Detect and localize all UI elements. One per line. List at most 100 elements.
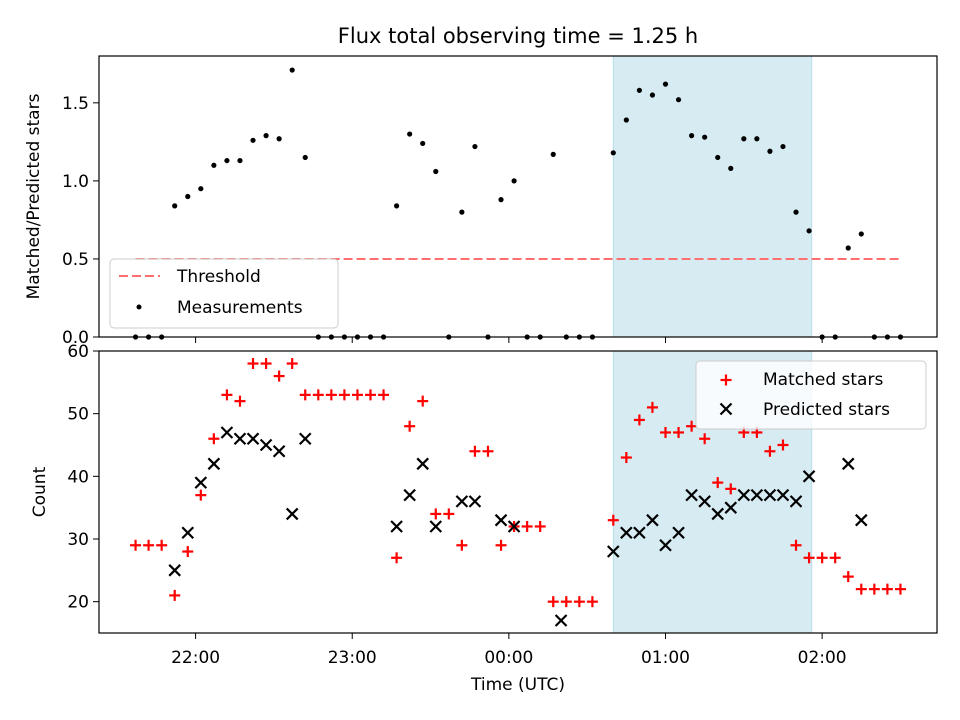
bottom-x-ticks: 22:00 23:00 00:00 01:00 02:00 bbox=[171, 633, 847, 668]
measurement-point bbox=[649, 92, 656, 98]
x-b bbox=[698, 495, 711, 508]
legend-x-marker bbox=[719, 402, 733, 416]
predicted-point bbox=[390, 520, 403, 533]
legend-predicted-label: Predicted stars bbox=[763, 400, 890, 420]
measurement-point bbox=[636, 87, 642, 93]
matched-point bbox=[195, 489, 207, 501]
predicted-point bbox=[220, 426, 234, 439]
x-tick-label: 00:00 bbox=[484, 648, 533, 668]
predicted-point bbox=[455, 495, 469, 508]
x-b bbox=[416, 457, 429, 471]
predicted-point bbox=[233, 432, 247, 446]
matched-point bbox=[482, 445, 494, 457]
measurement-point bbox=[420, 140, 426, 147]
x-b bbox=[194, 476, 208, 489]
bottom-legend-box bbox=[695, 360, 927, 430]
matched-point bbox=[404, 420, 416, 432]
matched-point bbox=[469, 445, 481, 457]
measurement-point bbox=[780, 143, 786, 150]
predicted-point bbox=[620, 526, 633, 540]
matched-point bbox=[607, 514, 619, 526]
matched-point bbox=[790, 539, 802, 551]
bottom-y-axis-label: Count bbox=[30, 466, 50, 517]
matched-point bbox=[881, 583, 893, 595]
x-b bbox=[789, 495, 803, 508]
top-axes-frame bbox=[98, 55, 938, 338]
measurement-point bbox=[610, 150, 616, 156]
x-b bbox=[855, 513, 868, 527]
x-b bbox=[685, 488, 698, 502]
matched-point bbox=[247, 358, 259, 370]
predicted-point bbox=[711, 507, 724, 521]
y-tick-label: 60 bbox=[67, 342, 89, 362]
bottom-axes: 20 30 40 50 60 22:00 23:00 00:00 01:00 02:00 Tim… bbox=[30, 342, 938, 695]
matched-point bbox=[365, 389, 377, 401]
predicted-point bbox=[403, 488, 416, 502]
measurement-point bbox=[675, 97, 682, 103]
x-b bbox=[554, 614, 568, 627]
matched-point bbox=[260, 358, 272, 370]
matched-point bbox=[560, 596, 572, 608]
measurement-point bbox=[407, 131, 413, 137]
x-b bbox=[737, 488, 751, 502]
matched-point bbox=[182, 546, 194, 558]
chart-title: Flux total observing time = 1.25 h bbox=[338, 24, 698, 48]
x-b bbox=[646, 513, 659, 527]
legend-measurements-swatch bbox=[136, 304, 142, 310]
measurement-point bbox=[806, 228, 812, 234]
predicted-point bbox=[246, 432, 260, 446]
matched-point bbox=[443, 508, 455, 520]
bottom-axes-frame bbox=[98, 350, 938, 634]
x-b bbox=[455, 495, 469, 508]
predicted-point bbox=[194, 476, 208, 489]
x-b bbox=[207, 457, 221, 471]
top-y-axis-label: Matched/Predicted stars bbox=[24, 93, 44, 299]
matched-point bbox=[221, 389, 233, 401]
matched-point bbox=[725, 483, 737, 495]
x-b bbox=[233, 432, 247, 446]
matched-point bbox=[686, 420, 698, 432]
measurement-point bbox=[472, 143, 478, 150]
predicted-point bbox=[468, 495, 482, 508]
predicted-point bbox=[494, 513, 508, 527]
measurement-point bbox=[689, 133, 695, 139]
x-b bbox=[659, 538, 672, 552]
x-b bbox=[620, 526, 633, 540]
x-b bbox=[298, 432, 312, 446]
x-b bbox=[776, 488, 790, 502]
predicted-point bbox=[776, 488, 790, 502]
legend-threshold-label: Threshold bbox=[176, 267, 261, 287]
x-b bbox=[272, 444, 286, 458]
predicted-point bbox=[841, 457, 855, 471]
predicted-point bbox=[724, 501, 738, 514]
predicted-point bbox=[659, 538, 672, 552]
y-tick-label: 20 bbox=[67, 593, 89, 613]
measurement-point bbox=[211, 162, 217, 168]
top-legend: Threshold Measurements bbox=[109, 258, 339, 329]
x-b bbox=[181, 526, 195, 540]
matched-point bbox=[699, 433, 711, 445]
matched-point bbox=[351, 389, 363, 401]
predicted-point bbox=[507, 520, 521, 533]
legend-predicted-swatch bbox=[719, 402, 733, 416]
matched-point bbox=[855, 583, 867, 595]
x-b bbox=[246, 432, 260, 446]
measurement-point bbox=[793, 209, 799, 215]
matched-point bbox=[633, 414, 645, 426]
x-b bbox=[468, 495, 482, 508]
x-b bbox=[494, 513, 508, 527]
predicted-point bbox=[168, 564, 181, 577]
predicted-point bbox=[685, 488, 698, 502]
measurement-point bbox=[263, 133, 269, 139]
predicted-point bbox=[272, 444, 286, 458]
measurement-point bbox=[459, 209, 465, 215]
x-b bbox=[220, 426, 234, 439]
measurement-point bbox=[237, 157, 243, 164]
matched-point bbox=[547, 596, 559, 608]
x-tick-label: 01:00 bbox=[641, 648, 690, 668]
x-b bbox=[763, 488, 777, 502]
y-tick-label: 40 bbox=[67, 467, 89, 487]
matched-point bbox=[286, 358, 298, 370]
measurement-point bbox=[754, 136, 760, 142]
